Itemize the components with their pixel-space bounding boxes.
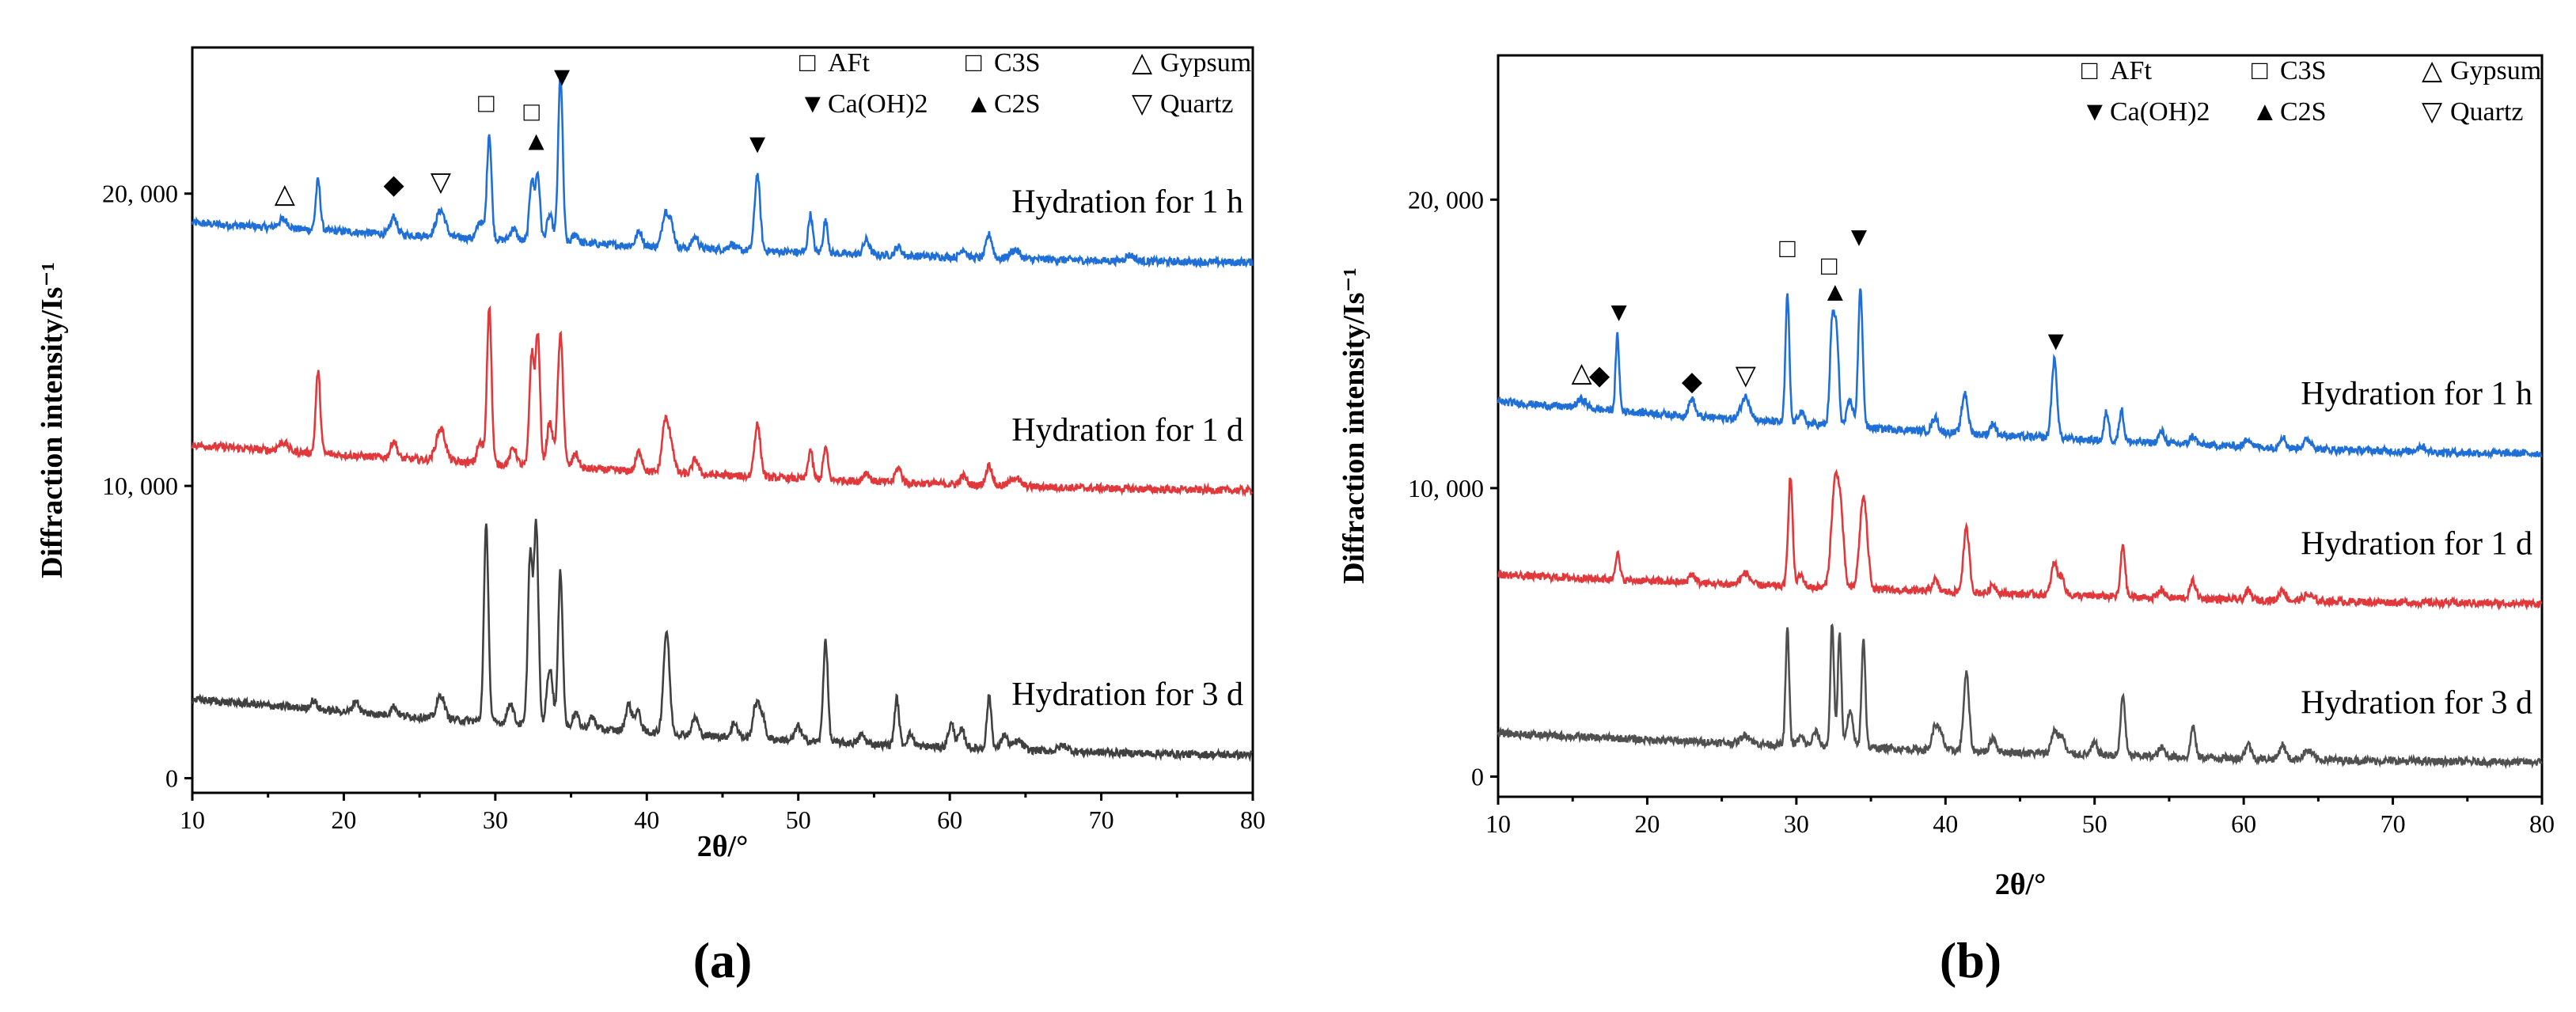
series-label-3: Hydration for 3 d [1011,677,1243,713]
legend-symbol: △ [2422,56,2443,85]
panel-b-peak-markers: △◆▼◆ ▽□□▲▼▼ [1571,223,2069,396]
peak-marker: □ [1779,234,1796,263]
peak-marker: ▼ [2043,327,2070,356]
peak-marker: ◆ [1589,362,1610,391]
legend-label: AFt [2110,56,2152,85]
y-tick-label: 20, 000 [1408,185,1484,214]
series-line-1 [1497,288,2543,460]
series-line-2 [1497,468,2543,611]
series-label-2: Hydration for 1 d [1011,412,1243,449]
legend-label: C2S [994,89,1041,119]
x-tick-label: 10 [1485,809,1511,838]
y-tick-label: 10, 000 [1408,474,1484,502]
panel-b-ticks: 10 20 30 40 50 60 70 80 0 10, 000 20, 000 [1408,185,2555,838]
x-tick-label: 50 [2082,809,2107,838]
legend-symbol: □ [966,48,982,78]
y-tick-label: 10, 000 [102,472,178,500]
legend-label: Quartz [2450,97,2524,127]
panel-b-x-axis-title: 2θ/° [1995,868,2047,901]
legend-label: Ca(OH)2 [2110,97,2210,127]
series-line-3 [192,518,1254,763]
panel-a-label: (a) [693,932,753,988]
panel-b: Diffraction intensity/Is⁻¹ 2θ/° (b) 10 20… [1337,54,2555,988]
peak-marker: ▽ [431,168,452,197]
peak-marker: ▲ [1822,278,1849,307]
x-tick-label: 30 [1784,809,1809,838]
x-tick-label: 80 [2529,809,2555,838]
x-tick-label: 60 [2231,809,2256,838]
series-line-3 [1497,623,2543,770]
peak-marker: ◆ [384,171,405,200]
legend-symbol: ▽ [1132,89,1153,119]
peak-marker: △ [275,180,296,209]
peak-marker: ▼ [744,130,771,159]
legend-symbol: ▲ [966,89,992,119]
peak-marker: ▲ [523,127,550,156]
panel-a: Diffraction intensity/Is⁻¹ 2θ/° (a) 10 20… [36,46,1265,988]
panel-b-y-axis-title: Diffraction intensity/Is⁻¹ [1337,267,1371,584]
x-tick-label: 40 [1933,809,1958,838]
series-label-3: Hydration for 3 d [2301,684,2532,721]
panel-a-y-axis-title: Diffraction intensity/Is⁻¹ [36,262,69,578]
legend-label: AFt [828,48,870,78]
legend-label: C3S [2280,56,2327,85]
panel-b-series: Hydration for 1 h Hydration for 1 d Hydrat… [1497,288,2543,770]
y-tick-label: 0 [1471,762,1484,790]
x-tick-label: 60 [937,805,962,834]
x-tick-label: 10 [180,805,205,834]
panel-a-series: Hydration for 1 h Hydration for 1 d Hydrat… [191,75,1254,763]
x-tick-label: 40 [634,805,659,834]
x-tick-label: 80 [1240,805,1265,834]
y-tick-label: 0 [165,764,178,793]
legend-label: Quartz [1160,89,1234,119]
legend-symbol: □ [2252,56,2268,85]
panel-b-label: (b) [1940,932,2001,988]
legend-symbol: ▽ [2422,97,2443,127]
legend-label: Gypsum [2450,56,2541,85]
peak-marker: ▼ [1846,223,1872,252]
series-line-2 [191,305,1254,498]
legend-symbol: ▼ [2081,97,2108,127]
panel-a-peak-markers: △ ◆ ▽□ □▲▼▼ [275,63,771,209]
series-label-1: Hydration for 1 h [1011,184,1243,221]
series-label-2: Hydration for 1 d [2301,526,2532,563]
x-tick-label: 20 [1634,809,1660,838]
x-tick-label: 70 [1089,805,1114,834]
peak-marker: ▼ [1606,298,1633,327]
peak-marker: ▼ [548,63,575,92]
x-tick-label: 70 [2381,809,2406,838]
panel-a-ticks: 10 20 30 40 50 60 70 80 0 10, 000 20, 000 [102,180,1265,834]
legend-symbol: ▼ [799,89,826,119]
panel-a-legend: □ AFt □ C3S △ Gypsum ▼ Ca(OH)2 ▲ C2S ▽ Quartz [799,48,1251,119]
y-tick-label: 20, 000 [102,180,178,208]
legend-label: C2S [2280,97,2327,127]
legend-symbol: △ [1132,48,1153,78]
peak-marker: ▽ [1736,362,1757,391]
peak-marker: ◆ [1682,367,1703,396]
series-label-1: Hydration for 1 h [2301,376,2532,412]
peak-marker: □ [524,97,541,127]
peak-marker: △ [1571,358,1592,388]
panel-a-x-axis-title: 2θ/° [697,830,749,863]
peak-marker: □ [1821,252,1838,281]
series-line-1 [191,75,1254,269]
x-tick-label: 50 [786,805,811,834]
legend-label: Ca(OH)2 [828,89,928,119]
panel-b-legend: □ AFt □ C3S △ Gypsum ▼ Ca(OH)2 ▲ C2S ▽ Quartz [2081,56,2541,127]
legend-symbol: ▲ [2252,97,2278,127]
legend-label: C3S [994,48,1041,78]
legend-symbol: □ [799,48,816,78]
x-tick-label: 20 [331,805,356,834]
peak-marker: □ [478,89,495,118]
legend-symbol: □ [2081,56,2098,85]
x-tick-label: 30 [483,805,508,834]
legend-label: Gypsum [1160,48,1251,78]
